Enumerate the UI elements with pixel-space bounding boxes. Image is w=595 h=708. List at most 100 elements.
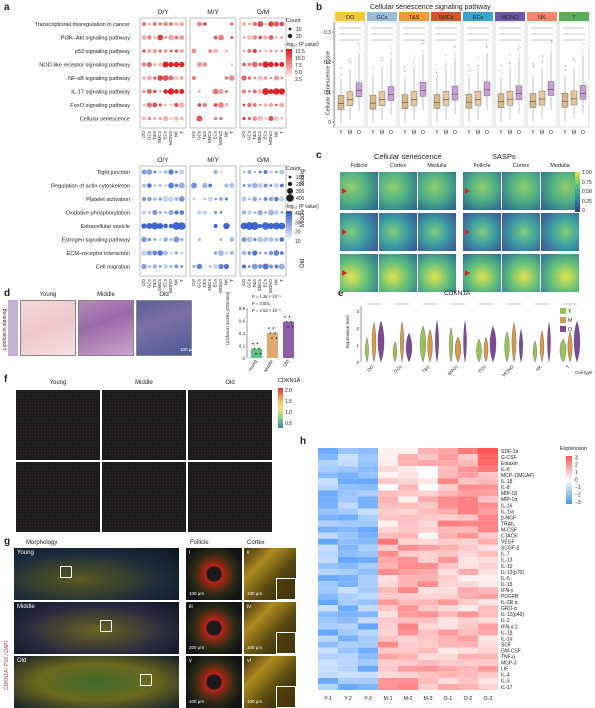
enrichment-dot: [158, 197, 162, 201]
enrichment-dot: [174, 89, 179, 94]
cell-label: T&S: [252, 279, 257, 288]
outlier: [437, 75, 439, 77]
cell-label: MONO: [168, 131, 173, 145]
legend-count-dot: [287, 33, 293, 39]
celltype-header-label: GCs: [377, 15, 388, 21]
heatmap-cell: [398, 478, 418, 485]
heatmap-cell: [378, 484, 398, 491]
violin: [539, 330, 545, 363]
violin: [504, 330, 510, 363]
pathway-label: Platelet activation: [86, 197, 130, 203]
heatmap-cell: [358, 623, 378, 630]
morphology-image: [14, 548, 179, 600]
outlier: [467, 74, 469, 76]
heatmap-cell: [418, 641, 438, 648]
spatial-col-label: Follicle: [473, 163, 491, 169]
violin: [519, 329, 523, 363]
heatmap-cell: [438, 593, 458, 600]
heatmap-cell: [438, 635, 458, 642]
box: [474, 91, 482, 106]
enrichment-dot: [273, 250, 280, 256]
legend-p-value: 10.0: [295, 56, 305, 62]
heatmap-cell: [478, 538, 498, 545]
outlier: [404, 70, 406, 72]
heatmap-cell: [318, 677, 338, 684]
enrichment-dot: [268, 209, 274, 216]
enrichment-dot: [146, 75, 152, 81]
outlier: [582, 53, 584, 55]
enrichment-dot: [229, 182, 235, 189]
spatial-col-label: Cortex: [389, 163, 407, 169]
heatmap-cell: [358, 508, 378, 515]
outlier: [349, 58, 351, 60]
enrichment-dot: [248, 265, 251, 268]
outlier: [405, 75, 407, 77]
cell-label: T&S: [152, 279, 157, 288]
enrichment-dot: [141, 196, 147, 202]
celltype-header-label: NK: [538, 15, 546, 21]
heatmap-cell: [418, 502, 438, 509]
heatmap-row-label: IL-7: [501, 552, 510, 558]
enrichment-dot: [247, 76, 251, 80]
spatial-tile: [379, 254, 417, 292]
heatmap-cell: [318, 520, 338, 527]
enrichment-dot: [278, 222, 286, 230]
enrichment-dot: [158, 103, 162, 107]
enrichment-dot: [218, 250, 224, 256]
outlier: [469, 68, 471, 70]
enrichment-dot: [213, 35, 218, 40]
outlier: [565, 65, 567, 67]
heatmap-cell: [438, 550, 458, 557]
violin: [454, 336, 462, 363]
enrichment-dot: [158, 265, 162, 268]
heatmap-cell: [418, 550, 438, 557]
heatmap-cell: [358, 641, 378, 648]
heatmap-cell: [378, 593, 398, 600]
pathway-label: Tight junction: [97, 170, 130, 176]
heatmap-cell: [358, 562, 378, 569]
violin: [427, 328, 433, 363]
follicle-marker-icon: [342, 229, 347, 235]
enrichment-dot: [274, 62, 279, 67]
row-label: Young: [17, 550, 34, 556]
heatmap-cell: [418, 587, 438, 594]
cell-label: T&S: [202, 131, 207, 140]
celltype-frame: [558, 21, 590, 128]
heatmap-cell: [458, 617, 478, 624]
enrichment-dot: [269, 184, 273, 187]
enrichment-dot: [202, 182, 208, 189]
box: [410, 91, 418, 106]
heatmap-cell: [478, 671, 498, 678]
heatmap-cell: [478, 629, 498, 636]
enrichment-dot: [229, 250, 235, 256]
heatmap-cell: [318, 659, 338, 666]
column-header: Cortex: [247, 540, 265, 546]
heatmap-cell: [318, 532, 338, 539]
heatmap-cell: [318, 641, 338, 648]
enrichment-dot: [153, 76, 157, 80]
outlier: [382, 66, 384, 68]
enrichment-dot: [224, 90, 228, 93]
heatmap-cell: [458, 611, 478, 618]
enrichment-dot: [141, 250, 147, 256]
pathway-label: ECM–receptor interaction: [67, 251, 130, 257]
pvalue-label: P = 0.001: [252, 301, 271, 306]
panel-c-title-senescence: Cellular senescence: [374, 152, 442, 161]
violin: [547, 322, 551, 363]
enrichment-dot: [278, 196, 285, 202]
enrichment-dot: [157, 75, 163, 81]
heatmap-row-label: GM-CSF: [501, 648, 521, 654]
outlier: [357, 42, 359, 44]
enrichment-dot: [275, 103, 278, 107]
enrichment-dot: [174, 210, 179, 215]
outlier: [478, 64, 480, 66]
heatmap-row-label: IL-2R α: [501, 600, 518, 606]
celltype-frame: [334, 21, 366, 128]
enrichment-dot: [213, 223, 218, 229]
enrichment-dot: [219, 197, 223, 201]
violin: [449, 327, 453, 363]
enrichment-dot: [247, 48, 252, 54]
enrichment-dot: [257, 209, 263, 216]
heatmap-cell: [338, 550, 358, 557]
celltype-header-label: OO: [346, 15, 355, 21]
